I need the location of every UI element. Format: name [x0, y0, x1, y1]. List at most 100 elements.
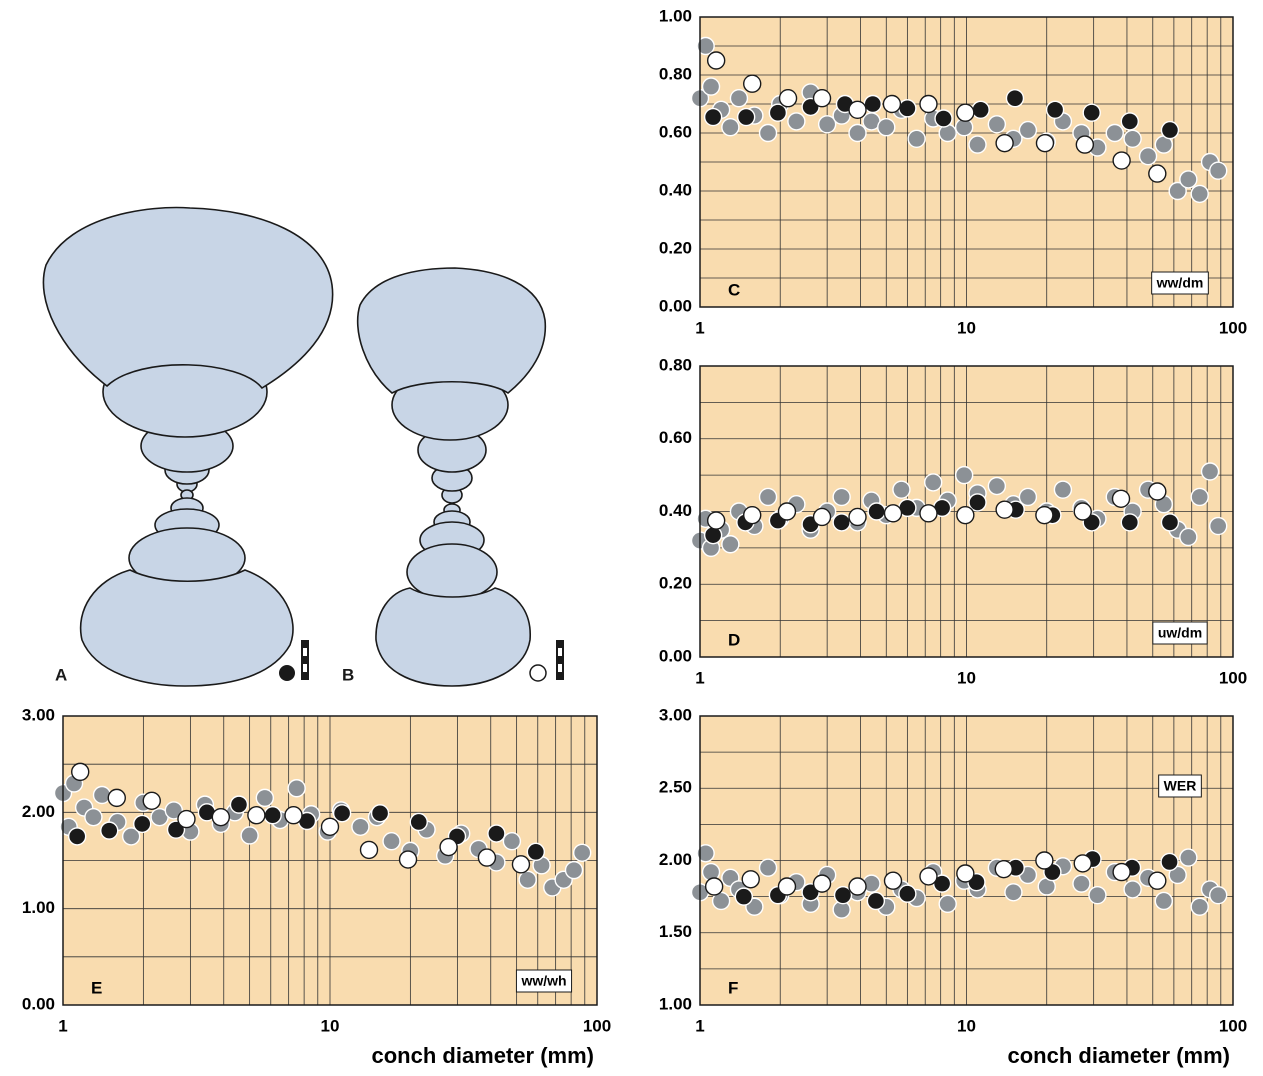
conch-b: B — [342, 268, 564, 686]
point — [760, 859, 777, 876]
point — [969, 494, 986, 511]
point — [334, 805, 351, 822]
point — [101, 822, 118, 839]
panel: 0.000.200.400.600.80110100Duw/dm — [659, 355, 1247, 687]
point — [878, 119, 895, 136]
point — [212, 809, 229, 826]
point — [565, 862, 582, 879]
point — [769, 104, 786, 121]
point — [1161, 514, 1178, 531]
point — [1124, 130, 1141, 147]
panel: 0.001.002.003.00110100Eww/whconch diamet… — [22, 705, 611, 1067]
point — [730, 90, 747, 107]
y-tick-label: 0.40 — [659, 501, 692, 520]
point — [1155, 892, 1172, 909]
point — [248, 807, 265, 824]
x-tick-label: 100 — [1219, 1016, 1247, 1035]
point — [778, 503, 795, 520]
point — [722, 119, 739, 136]
x-tick-label: 1 — [695, 318, 704, 337]
point — [94, 786, 111, 803]
point — [1083, 104, 1100, 121]
point — [988, 116, 1005, 133]
point — [744, 75, 761, 92]
point — [814, 90, 831, 107]
point — [988, 478, 1005, 495]
point — [885, 872, 902, 889]
point — [833, 488, 850, 505]
point — [1006, 90, 1023, 107]
point — [780, 90, 797, 107]
point — [849, 125, 866, 142]
point — [788, 113, 805, 130]
point — [735, 888, 752, 905]
point — [440, 839, 457, 856]
point — [925, 474, 942, 491]
x-tick-label: 100 — [583, 1016, 611, 1035]
point — [1121, 113, 1138, 130]
point — [1113, 864, 1130, 881]
point — [885, 505, 902, 522]
point — [1191, 185, 1208, 202]
point — [527, 843, 544, 860]
point — [383, 833, 400, 850]
point — [1113, 490, 1130, 507]
point — [1113, 152, 1130, 169]
x-tick-label: 1 — [695, 1016, 704, 1035]
point — [957, 507, 974, 524]
point — [1074, 503, 1091, 520]
x-tick-label: 10 — [321, 1016, 340, 1035]
y-tick-label: 0.20 — [659, 238, 692, 257]
annotation: WER — [1164, 778, 1197, 794]
point — [939, 895, 956, 912]
point — [706, 878, 723, 895]
panel-label: F — [728, 978, 738, 997]
point — [134, 815, 151, 832]
point — [1210, 887, 1227, 904]
y-tick-label: 0.20 — [659, 574, 692, 593]
point — [703, 78, 720, 95]
point — [1124, 881, 1141, 898]
point — [849, 508, 866, 525]
point — [883, 96, 900, 113]
y-tick-label: 1.00 — [659, 994, 692, 1013]
point — [760, 488, 777, 505]
point — [1074, 855, 1091, 872]
point — [264, 807, 281, 824]
point — [478, 849, 495, 866]
point — [1210, 162, 1227, 179]
point — [908, 130, 925, 147]
y-tick-label: 0.00 — [659, 646, 692, 665]
panel-label: D — [728, 630, 740, 649]
point — [995, 861, 1012, 878]
point — [503, 833, 520, 850]
x-tick-label: 10 — [957, 668, 976, 687]
point — [778, 878, 795, 895]
point — [868, 503, 885, 520]
point — [957, 865, 974, 882]
point — [512, 856, 529, 873]
y-tick-label: 0.80 — [659, 355, 692, 374]
point — [285, 807, 302, 824]
point — [920, 505, 937, 522]
point — [108, 789, 125, 806]
point — [705, 109, 722, 126]
point — [1106, 125, 1123, 142]
point — [1019, 122, 1036, 139]
point — [760, 125, 777, 142]
point — [1161, 853, 1178, 870]
point — [1036, 507, 1053, 524]
y-tick-label: 0.60 — [659, 122, 692, 141]
point — [322, 818, 339, 835]
point — [708, 52, 725, 69]
point — [1149, 165, 1166, 182]
point — [230, 796, 247, 813]
point — [935, 110, 952, 127]
figure: A B 0.000.200.400.600.801.00110100Cww/dm… — [0, 0, 1263, 1071]
y-tick-label: 1.00 — [659, 6, 692, 25]
point — [996, 501, 1013, 518]
annotation: uw/dm — [1158, 625, 1202, 641]
point — [372, 805, 389, 822]
point — [849, 878, 866, 895]
point — [920, 868, 937, 885]
